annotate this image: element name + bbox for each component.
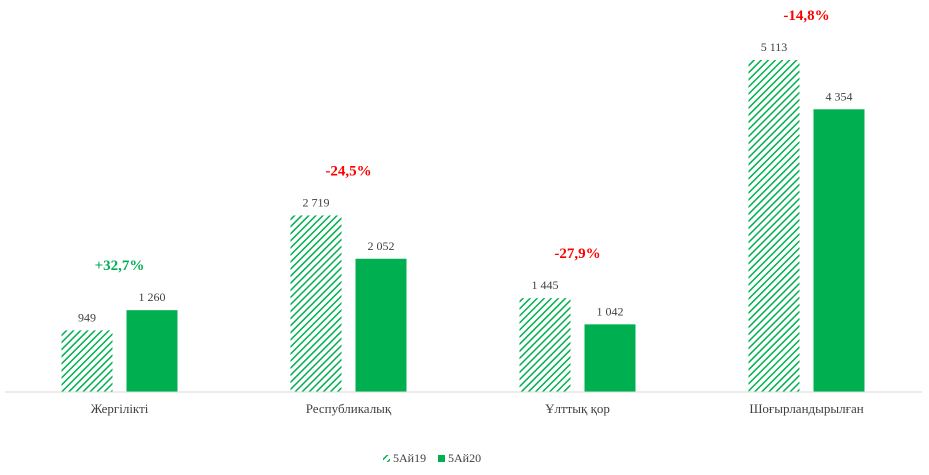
bar-prev-1 [290, 215, 342, 392]
change-annotation-1: -24,5% [325, 163, 371, 179]
bar-prev-3 [748, 60, 800, 392]
bar-curr-3 [813, 109, 865, 392]
change-annotation-0: +32,7% [95, 258, 145, 274]
bar-curr-2 [584, 324, 636, 392]
data-label-prev-0: 949 [78, 310, 96, 324]
legend: 5Ай19 5Ай20 [383, 451, 481, 465]
category-label-1: Республикалық [306, 401, 392, 416]
legend-label-0: 5Ай19 [393, 451, 426, 465]
data-label-prev-2: 1 445 [532, 278, 559, 292]
bar-curr-0 [126, 310, 178, 392]
data-label-prev-3: 5 113 [761, 40, 788, 54]
category-label-2: Ұлттық қор [545, 401, 610, 416]
bar-curr-1 [355, 258, 407, 392]
legend-label-1: 5Ай20 [448, 451, 481, 465]
data-label-curr-3: 4 354 [826, 89, 853, 103]
bar-prev-0 [61, 330, 113, 392]
category-label-3: Шоғырландырылған [749, 401, 863, 416]
data-label-curr-2: 1 042 [597, 304, 624, 318]
change-annotation-3: -14,8% [783, 8, 829, 24]
legend-swatch-0 [383, 455, 390, 462]
bar-prev-2 [519, 298, 571, 392]
change-annotation-2: -27,9% [554, 246, 600, 262]
legend-swatch-1 [438, 455, 445, 462]
data-label-curr-0: 1 260 [139, 290, 166, 304]
data-label-curr-1: 2 052 [368, 239, 395, 253]
category-label-0: Жергілікті [91, 401, 149, 416]
data-label-prev-1: 2 719 [303, 195, 330, 209]
